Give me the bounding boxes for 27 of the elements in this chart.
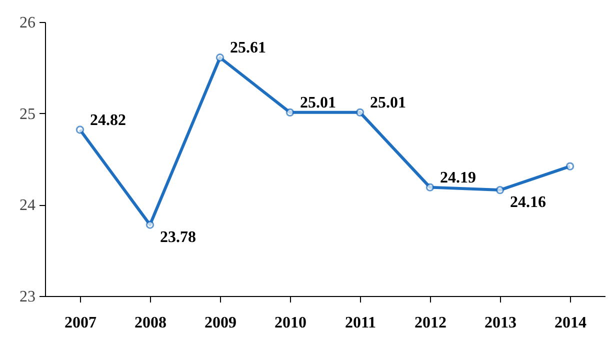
y-tick-label: 25 bbox=[20, 106, 36, 123]
data-label: 25.61 bbox=[230, 40, 266, 57]
x-tick-label: 2011 bbox=[344, 314, 376, 332]
data-label: 23.78 bbox=[160, 228, 196, 246]
point bbox=[496, 186, 504, 194]
y-tick-label: 26 bbox=[20, 14, 36, 32]
x-tick-label: 2007 bbox=[64, 314, 96, 332]
x-tick-label: 2008 bbox=[134, 314, 166, 332]
point bbox=[426, 183, 434, 192]
y-tick-label: 24 bbox=[20, 197, 36, 214]
data-label: 24.19 bbox=[440, 169, 476, 186]
data-label: 24.16 bbox=[510, 194, 546, 212]
data-label: 24.82 bbox=[90, 112, 126, 129]
point bbox=[76, 126, 84, 134]
x-tick-label: 2009 bbox=[204, 314, 236, 332]
y-tick-label: 23 bbox=[20, 288, 36, 306]
x-tick-label: 2012 bbox=[414, 314, 446, 332]
point bbox=[566, 162, 574, 170]
point bbox=[216, 54, 224, 62]
point bbox=[286, 108, 294, 117]
point bbox=[146, 220, 154, 229]
data-label: 25.01 bbox=[300, 94, 336, 112]
x-tick-label: 2010 bbox=[274, 314, 306, 332]
x-tick-label: 2013 bbox=[484, 314, 516, 332]
data-label: 25.01 bbox=[370, 94, 406, 112]
point bbox=[356, 108, 364, 117]
x-tick-label: 2014 bbox=[554, 314, 586, 332]
